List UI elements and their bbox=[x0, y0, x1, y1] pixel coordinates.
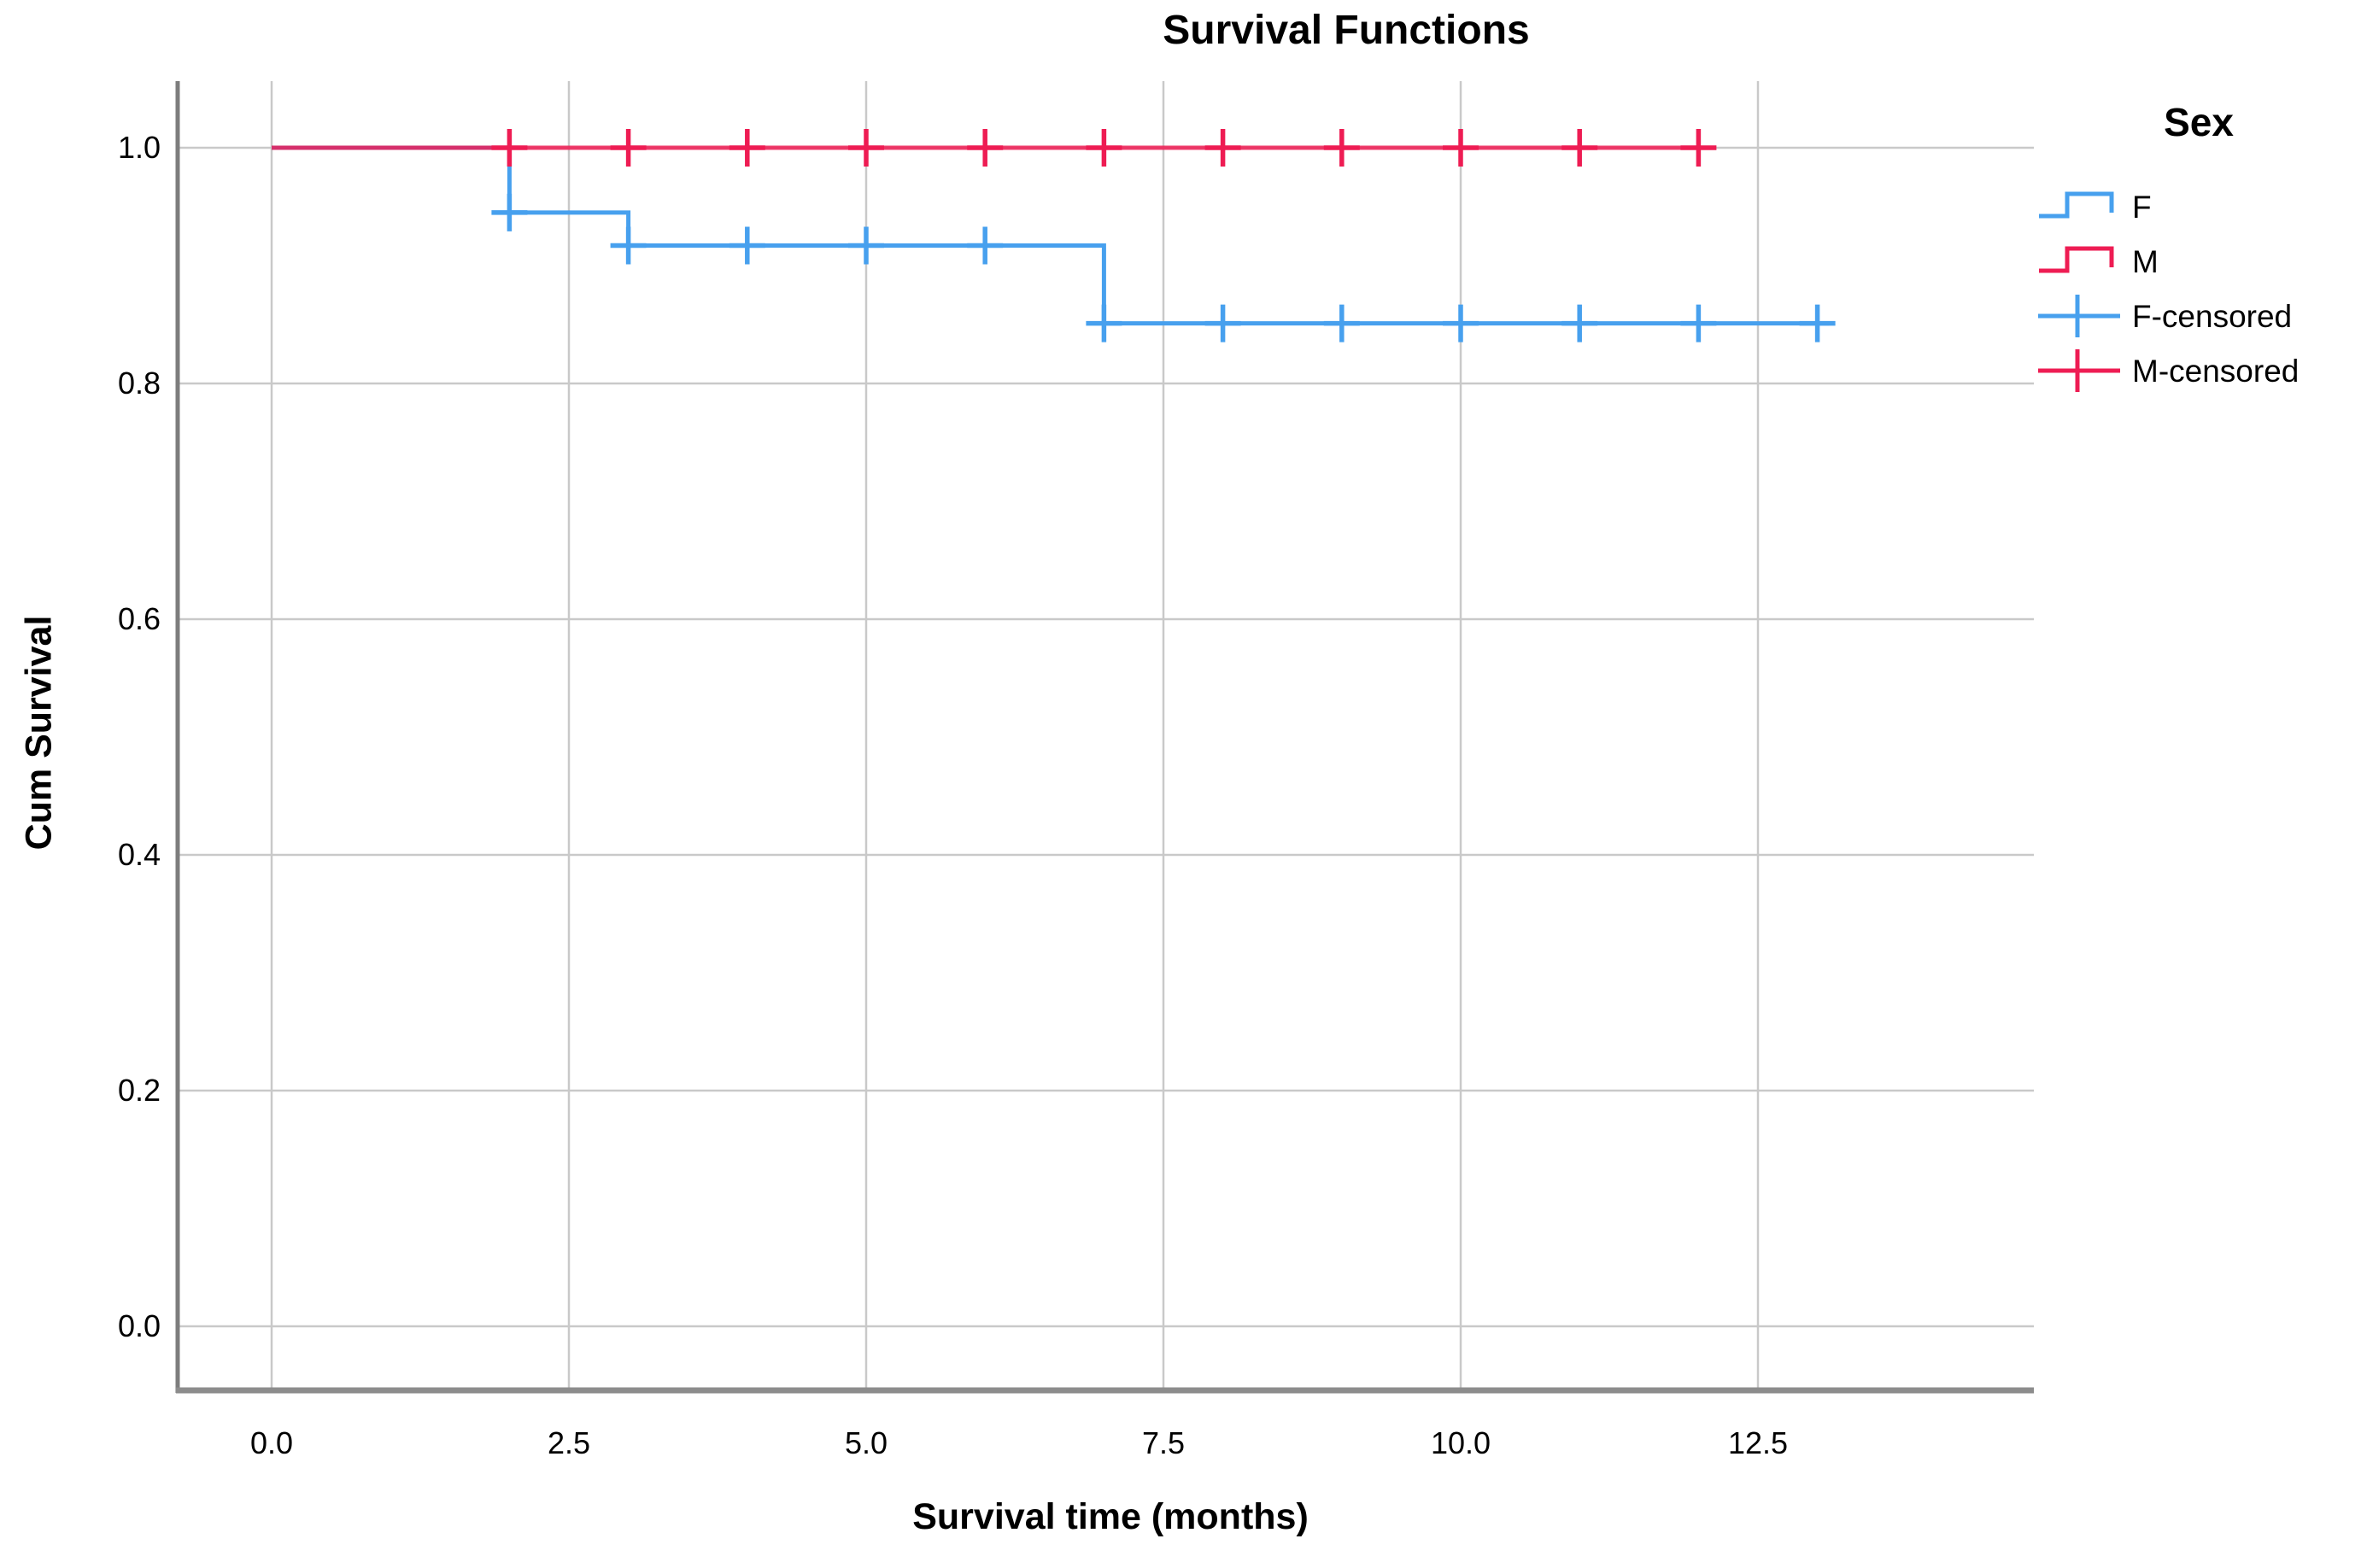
censor-plus-icon bbox=[2038, 349, 2120, 392]
y-tick-label: 1.0 bbox=[118, 130, 161, 165]
y-tick-label: 0.8 bbox=[118, 366, 161, 401]
step-line-icon bbox=[2039, 246, 2114, 273]
legend-entry-label: M bbox=[2132, 243, 2159, 279]
x-tick-label: 7.5 bbox=[1142, 1425, 1185, 1460]
legend-entry-label: M-censored bbox=[2132, 353, 2300, 389]
f-censored-mark bbox=[1680, 304, 1717, 342]
m-censored-mark bbox=[1443, 129, 1479, 167]
m-censored-mark bbox=[491, 129, 528, 167]
m-censored-mark bbox=[729, 129, 765, 167]
y-tick-label: 0.4 bbox=[118, 837, 161, 872]
legend-entries: F M F-censored M-censored bbox=[2036, 179, 2361, 398]
m-censored-mark bbox=[610, 129, 647, 167]
x-tick-label: 10.0 bbox=[1431, 1425, 1491, 1460]
legend-entry-m-censored: M-censored bbox=[2036, 343, 2361, 398]
x-tick-label: 5.0 bbox=[845, 1425, 888, 1460]
f-censored-mark bbox=[1443, 304, 1479, 342]
m-censored-mark bbox=[1323, 129, 1360, 167]
legend-entry-label: F bbox=[2132, 189, 2152, 225]
m-censored-mark bbox=[1204, 129, 1241, 167]
f-censored-mark bbox=[1799, 304, 1836, 342]
y-tick-label: 0.6 bbox=[118, 601, 161, 636]
censor-plus-icon bbox=[2038, 295, 2120, 337]
m-censored-mark bbox=[1086, 129, 1122, 167]
m-censored-mark bbox=[1680, 129, 1717, 167]
legend-entry-f-censored: F-censored bbox=[2036, 289, 2361, 343]
f-censored-mark bbox=[1561, 304, 1598, 342]
x-axis-label: Survival time (months) bbox=[912, 1496, 1309, 1537]
f-censored-mark bbox=[729, 226, 765, 265]
legend-entry-m: M bbox=[2036, 234, 2361, 289]
x-tick-label: 2.5 bbox=[548, 1425, 590, 1460]
legend-entry-label: F-censored bbox=[2132, 298, 2293, 334]
f-censored-mark bbox=[1204, 304, 1241, 342]
f-censored-mark bbox=[491, 193, 528, 231]
f-censored-mark bbox=[610, 226, 647, 265]
y-axis-label: Cum Survival bbox=[18, 615, 60, 851]
f-censored-mark bbox=[848, 226, 884, 265]
m-censored-mark bbox=[967, 129, 1004, 167]
legend-entry-f: F bbox=[2036, 179, 2361, 234]
legend: Sex F M F-censored M-censored bbox=[2036, 99, 2361, 398]
series-f-line bbox=[272, 145, 1830, 326]
f-censored-mark bbox=[1086, 304, 1122, 342]
legend-title: Sex bbox=[2164, 100, 2234, 144]
x-tick-label: 12.5 bbox=[1728, 1425, 1788, 1460]
m-censored-mark bbox=[848, 129, 884, 167]
m-censored-mark bbox=[1561, 129, 1598, 167]
chart-title: Survival Functions bbox=[1163, 8, 1530, 53]
step-line-icon bbox=[2039, 191, 2114, 219]
f-censored-mark bbox=[1323, 304, 1360, 342]
f-censored-mark bbox=[967, 226, 1004, 265]
y-tick-label: 0.0 bbox=[118, 1308, 161, 1343]
y-tick-label: 0.2 bbox=[118, 1073, 161, 1108]
x-tick-label: 0.0 bbox=[250, 1425, 293, 1460]
